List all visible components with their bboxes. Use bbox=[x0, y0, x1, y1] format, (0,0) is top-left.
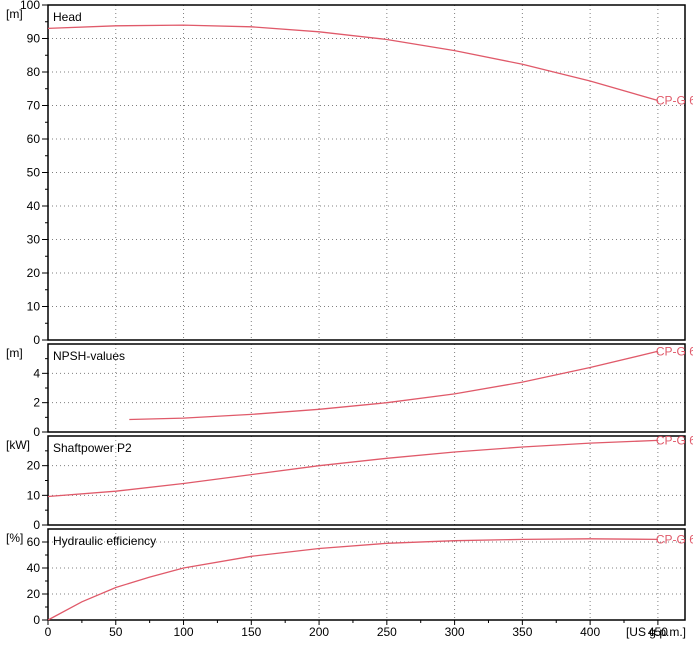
hydraulic-efficiency-ytick-label: 40 bbox=[27, 561, 41, 575]
npsh-values-unit: [m] bbox=[6, 346, 23, 360]
x-tick-label: 150 bbox=[241, 625, 261, 639]
head-ytick-label: 90 bbox=[27, 32, 41, 46]
head-series-label: CP-G 65-9250 bbox=[656, 93, 693, 107]
head-ytick-label: 80 bbox=[27, 65, 41, 79]
shaftpower-p2-curve bbox=[47, 439, 658, 498]
hydraulic-efficiency-ytick-label: 20 bbox=[27, 587, 41, 601]
hydraulic-efficiency-ytick-label: 0 bbox=[33, 613, 40, 627]
head-frame bbox=[47, 4, 686, 341]
shaftpower-p2-ytick-label: 10 bbox=[27, 488, 41, 502]
head-ytick-label: 60 bbox=[27, 132, 41, 146]
head-curve bbox=[47, 24, 659, 102]
head-ytick-label: 20 bbox=[27, 266, 41, 280]
x-tick-label: 100 bbox=[174, 625, 194, 639]
x-axis-unit: [US g.p.m.] bbox=[626, 625, 686, 639]
npsh-values-ytick-label: 2 bbox=[33, 396, 40, 410]
hydraulic-efficiency-series-label: CP-G 65-9250 bbox=[656, 532, 693, 546]
head-ytick-label: 10 bbox=[27, 300, 41, 314]
x-tick-label: 350 bbox=[512, 625, 532, 639]
shaftpower-p2-title: Shaftpower P2 bbox=[53, 441, 132, 455]
head-unit: [m] bbox=[6, 7, 23, 21]
shaftpower-p2-ytick-label: 20 bbox=[27, 459, 41, 473]
x-tick-label: 300 bbox=[445, 625, 465, 639]
npsh-values-ytick-label: 4 bbox=[33, 366, 40, 380]
npsh-values-series-label: CP-G 65-9250 bbox=[656, 344, 693, 358]
npsh-values-frame bbox=[47, 343, 686, 433]
head-ytick-label: 0 bbox=[33, 333, 40, 347]
head-ytick-label: 50 bbox=[27, 166, 41, 180]
head-ytick-label: 40 bbox=[27, 199, 41, 213]
head-ytick-label: 70 bbox=[27, 99, 41, 113]
x-tick-label: 200 bbox=[309, 625, 329, 639]
x-tick-label: 50 bbox=[109, 625, 123, 639]
x-tick-label: 0 bbox=[45, 625, 52, 639]
shaftpower-p2-unit: [kW] bbox=[6, 438, 30, 452]
x-tick-label: 250 bbox=[377, 625, 397, 639]
hydraulic-efficiency-title: Hydraulic efficiency bbox=[53, 534, 156, 548]
shaftpower-p2-ytick-label: 0 bbox=[33, 518, 40, 532]
hydraulic-efficiency-curve bbox=[47, 538, 658, 621]
npsh-values-curve bbox=[129, 350, 659, 421]
head-title: Head bbox=[53, 10, 82, 24]
head-ytick-label: 100 bbox=[20, 0, 40, 12]
hydraulic-efficiency-frame bbox=[47, 528, 686, 621]
hydraulic-efficiency-unit: [%] bbox=[6, 531, 23, 545]
x-tick-label: 400 bbox=[580, 625, 600, 639]
x-tick-label: 450 bbox=[648, 625, 668, 639]
head-ytick-label: 30 bbox=[27, 233, 41, 247]
npsh-values-ytick-label: 0 bbox=[33, 425, 40, 439]
npsh-values-title: NPSH-values bbox=[53, 349, 125, 363]
shaftpower-p2-series-label: CP-G 65-9250 (P2) bbox=[656, 433, 693, 447]
shaftpower-p2-frame bbox=[47, 435, 686, 526]
hydraulic-efficiency-ytick-label: 60 bbox=[27, 535, 41, 549]
